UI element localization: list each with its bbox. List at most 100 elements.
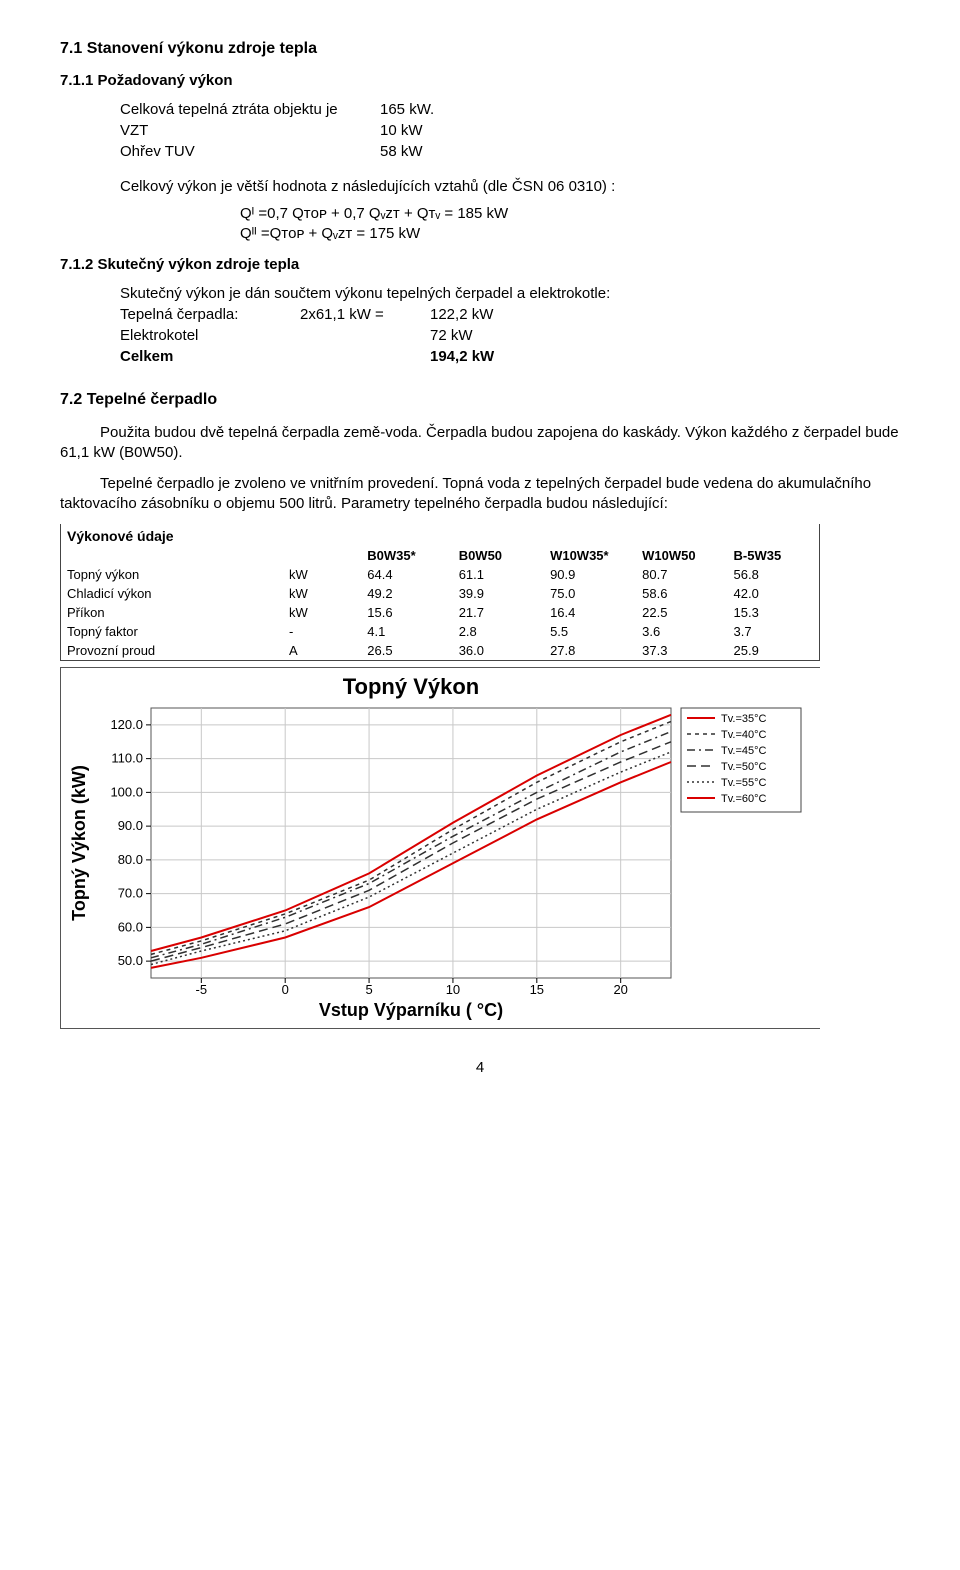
table-cell: 16.4 (544, 603, 636, 622)
column-header: B0W35* (361, 546, 452, 565)
table-cell: 49.2 (361, 584, 452, 603)
table-cell: kW (283, 603, 361, 622)
column-header: W10W35* (544, 546, 636, 565)
svg-text:-5: -5 (196, 982, 208, 997)
svg-text:Tv.=35°C: Tv.=35°C (721, 713, 767, 725)
table-cell: 3.6 (636, 622, 727, 641)
svg-text:120.0: 120.0 (110, 717, 143, 732)
section-7-1-heading: 7.1 Stanovení výkonu zdroje tepla (60, 40, 900, 58)
table-cell: Chladicí výkon (61, 584, 283, 603)
row-value: 165 kW. (380, 101, 434, 118)
svg-text:Tv.=45°C: Tv.=45°C (721, 745, 767, 757)
table-row: Provozní proudA26.536.027.837.325.9 (61, 641, 819, 660)
value-row: Elektrokotel 72 kW (120, 327, 900, 344)
row-mid (300, 327, 430, 344)
table-cell: 56.8 (728, 565, 819, 584)
svg-text:0: 0 (282, 982, 289, 997)
table-cell: 75.0 (544, 584, 636, 603)
value-row: Celkem 194,2 kW (120, 348, 900, 365)
table-row: Chladicí výkonkW49.239.975.058.642.0 (61, 584, 819, 603)
svg-text:80.0: 80.0 (118, 852, 143, 867)
table-cell: Topný faktor (61, 622, 283, 641)
value-row: Ohřev TUV58 kW (120, 143, 900, 160)
performance-table: Výkonové údaje B0W35*B0W50W10W35*W10W50B… (60, 524, 820, 661)
svg-text:Tv.=60°C: Tv.=60°C (721, 793, 767, 805)
section-7-1-2-heading: 7.1.2 Skutečný výkon zdroje tepla (60, 256, 900, 273)
table-cell: 64.4 (361, 565, 452, 584)
table-cell: A (283, 641, 361, 660)
table-cell: 42.0 (728, 584, 819, 603)
row-value: 122,2 kW (430, 306, 493, 323)
table-cell: Příkon (61, 603, 283, 622)
svg-text:70.0: 70.0 (118, 886, 143, 901)
table-cell: 26.5 (361, 641, 452, 660)
table-cell: Topný výkon (61, 565, 283, 584)
value-row: Tepelná čerpadla:2x61,1 kW =122,2 kW (120, 306, 900, 323)
table-cell: 36.0 (453, 641, 544, 660)
row-label: Elektrokotel (120, 327, 300, 344)
table-cell: 80.7 (636, 565, 727, 584)
row-mid (300, 348, 430, 365)
table-cell: 3.7 (728, 622, 819, 641)
row-value: 194,2 kW (430, 348, 494, 365)
svg-text:15: 15 (530, 982, 544, 997)
formula-1: Qᴵ =0,7 Qᴛᴏᴘ + 0,7 Qᵥᴢᴛ + Qᴛᵥ = 185 kW (240, 205, 900, 222)
formula-block: Qᴵ =0,7 Qᴛᴏᴘ + 0,7 Qᵥᴢᴛ + Qᴛᵥ = 185 kW Q… (240, 205, 900, 242)
section-7-2-heading: 7.2 Tepelné čerpadlo (60, 391, 900, 409)
table-row: PříkonkW15.621.716.422.515.3 (61, 603, 819, 622)
svg-text:Tv.=50°C: Tv.=50°C (721, 761, 767, 773)
svg-text:110.0: 110.0 (111, 751, 143, 766)
table-row: Topný faktor-4.12.85.53.63.7 (61, 622, 819, 641)
section-7-2-p2: Tepelné čerpadlo je zvoleno ve vnitřním … (60, 474, 900, 515)
svg-text:Tv.=55°C: Tv.=55°C (721, 777, 767, 789)
table-cell: 15.6 (361, 603, 452, 622)
row-label: Tepelná čerpadla: (120, 306, 300, 323)
formula-intro: Celkový výkon je větší hodnota z následu… (120, 178, 900, 195)
row-mid: 2x61,1 kW = (300, 306, 430, 323)
table-row: Topný výkonkW64.461.190.980.756.8 (61, 565, 819, 584)
table-cell: 90.9 (544, 565, 636, 584)
table-cell: - (283, 622, 361, 641)
performance-table-title: Výkonové údaje (61, 524, 819, 546)
topny-vykon-chart: -50510152050.060.070.080.090.0100.0110.0… (61, 668, 821, 1028)
row-label: Celkem (120, 348, 300, 365)
row-value: 58 kW (380, 143, 423, 160)
table-cell: kW (283, 565, 361, 584)
row-label: Ohřev TUV (120, 143, 380, 160)
row-value: 72 kW (430, 327, 473, 344)
table-cell: 4.1 (361, 622, 452, 641)
column-header: B-5W35 (728, 546, 819, 565)
sub-7-1-2-block: Skutečný výkon je dán součtem výkonu tep… (120, 285, 900, 365)
svg-text:50.0: 50.0 (118, 953, 143, 968)
value-row: VZT10 kW (120, 122, 900, 139)
table-cell: Provozní proud (61, 641, 283, 660)
page-number: 4 (60, 1059, 900, 1076)
table-cell: 27.8 (544, 641, 636, 660)
table-cell: 58.6 (636, 584, 727, 603)
table-cell: 22.5 (636, 603, 727, 622)
table-cell: 39.9 (453, 584, 544, 603)
performance-table-grid: B0W35*B0W50W10W35*W10W50B-5W35Topný výko… (61, 546, 819, 660)
svg-text:100.0: 100.0 (110, 784, 143, 799)
table-cell: 15.3 (728, 603, 819, 622)
row-value: 10 kW (380, 122, 423, 139)
svg-text:60.0: 60.0 (118, 919, 143, 934)
row-label: VZT (120, 122, 380, 139)
svg-text:Topný Výkon (kW): Topný Výkon (kW) (69, 765, 89, 921)
svg-text:90.0: 90.0 (118, 818, 143, 833)
table-cell: 25.9 (728, 641, 819, 660)
column-header (61, 546, 283, 565)
section-7-2-p1: Použita budou dvě tepelná čerpadla země-… (60, 423, 900, 464)
table-cell: 21.7 (453, 603, 544, 622)
svg-text:Vstup Výparníku ( °C): Vstup Výparníku ( °C) (319, 1000, 503, 1020)
section-7-1-1-heading: 7.1.1 Požadovaný výkon (60, 72, 900, 89)
value-row: Celková tepelná ztráta objektu je165 kW. (120, 101, 900, 118)
svg-text:20: 20 (613, 982, 627, 997)
table-cell: 2.8 (453, 622, 544, 641)
column-header (283, 546, 361, 565)
svg-text:Tv.=40°C: Tv.=40°C (721, 729, 767, 741)
svg-text:10: 10 (446, 982, 460, 997)
column-header: B0W50 (453, 546, 544, 565)
column-header: W10W50 (636, 546, 727, 565)
svg-text:Topný Výkon: Topný Výkon (343, 674, 480, 699)
